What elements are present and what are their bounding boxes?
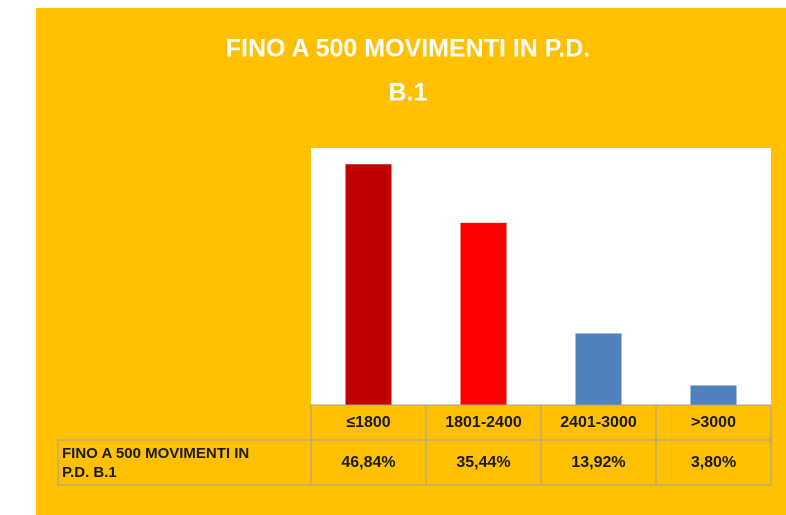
series-label-box: FINO A 500 MOVIMENTI IN P.D. B.1 bbox=[62, 445, 250, 481]
bar bbox=[460, 222, 507, 405]
bar bbox=[575, 333, 622, 405]
bar bbox=[345, 164, 392, 405]
x-tick-label: >3000 bbox=[691, 414, 736, 431]
x-tick-label: 1801-2400 bbox=[445, 414, 522, 431]
series-label: FINO A 500 MOVIMENTI IN P.D. B.1 bbox=[62, 445, 250, 481]
data-label: 13,92% bbox=[571, 454, 625, 471]
x-tick-label: ≤1800 bbox=[346, 414, 390, 431]
table-cell bbox=[655, 439, 772, 486]
data-label: 46,84% bbox=[341, 454, 395, 471]
chart-title: FINO A 500 MOVIMENTI IN P.D. bbox=[226, 35, 590, 63]
x-tick-label: 2401-3000 bbox=[560, 414, 637, 431]
data-label: 3,80% bbox=[691, 454, 736, 471]
chart-subtitle: B.1 bbox=[389, 79, 428, 107]
bar bbox=[690, 385, 737, 405]
data-label: 35,44% bbox=[456, 454, 510, 471]
